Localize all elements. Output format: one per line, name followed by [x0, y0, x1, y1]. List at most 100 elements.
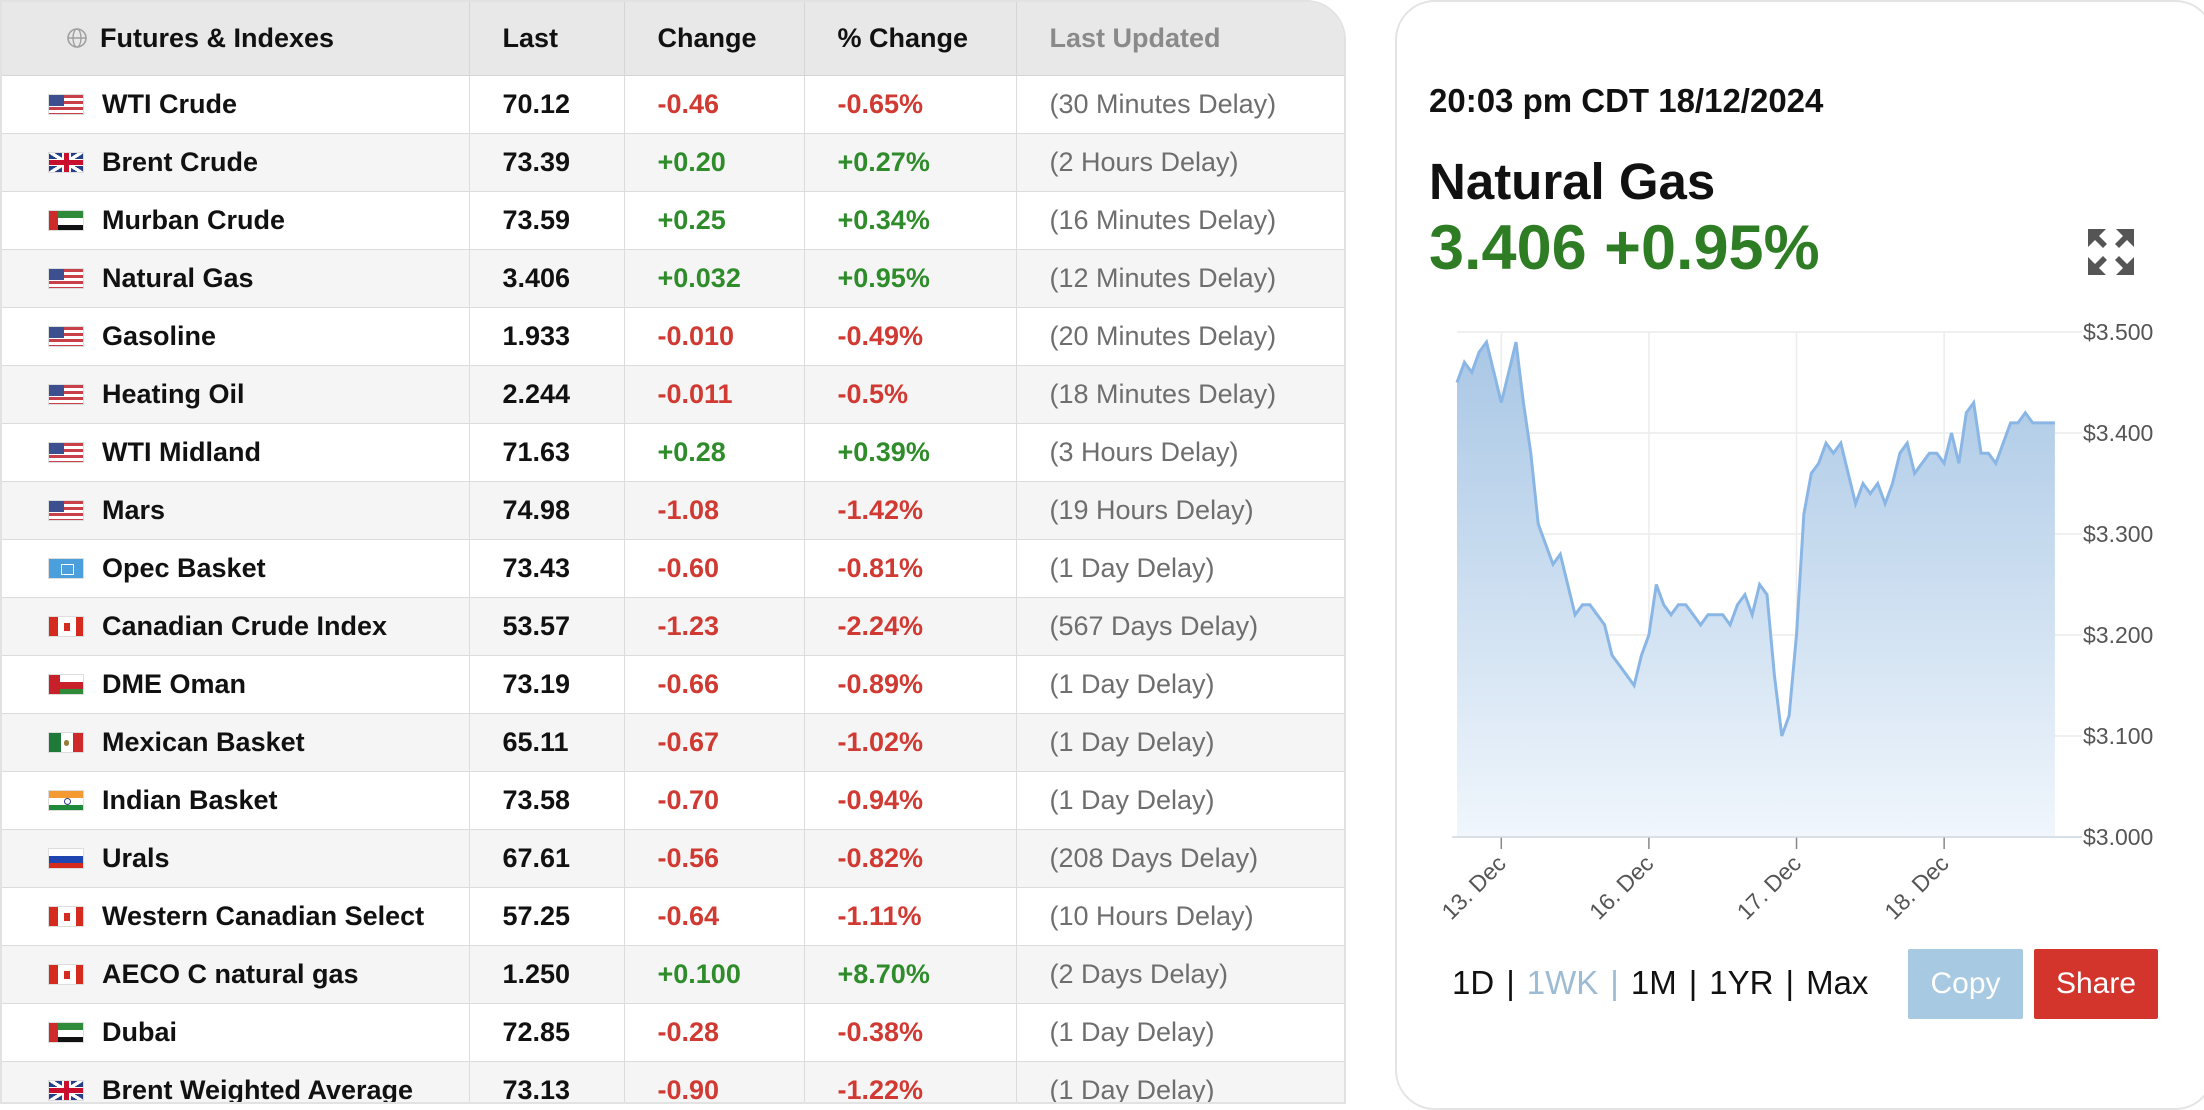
last-price: 1.933 [469, 307, 625, 366]
instrument-name[interactable]: Mexican Basket [102, 726, 305, 757]
table-row[interactable]: Heating Oil 2.244 -0.011 -0.5% (18 Minutes D… [2, 365, 1344, 424]
change-value: +0.28 [624, 423, 805, 482]
share-button[interactable]: Share [2034, 949, 2158, 1019]
last-updated-value: (18 Minutes Delay) [1016, 365, 1344, 424]
last-updated-value: (567 Days Delay) [1016, 597, 1344, 656]
last-updated-value: (16 Minutes Delay) [1016, 191, 1344, 250]
range-1yr[interactable]: 1YR [1709, 964, 1774, 1001]
copy-button[interactable]: Copy [1908, 949, 2023, 1019]
change-value: -0.60 [624, 539, 805, 598]
table-row[interactable]: Natural Gas 3.406 +0.032 +0.95% (12 Minutes … [2, 249, 1344, 308]
instrument-name[interactable]: Opec Basket [102, 552, 266, 583]
last-price: 2.244 [469, 365, 625, 424]
y-tick-label: $3.500 [2083, 319, 2153, 345]
instrument-name[interactable]: DME Oman [102, 668, 247, 699]
range-1d[interactable]: 1D [1452, 964, 1495, 1001]
table-row[interactable]: DME Oman 73.19 -0.66 -0.89% (1 Day Delay) [2, 655, 1344, 714]
pct-change-value: -0.94% [804, 771, 1017, 830]
last-price: 74.98 [469, 481, 625, 540]
range-separator: | [1688, 964, 1698, 1001]
instrument-name[interactable]: Murban Crude [102, 204, 286, 235]
change-value: -0.67 [624, 713, 805, 772]
instrument-name[interactable]: Brent Crude [102, 146, 259, 177]
header-futures-label: Futures & Indexes [100, 22, 335, 53]
table-row[interactable]: Brent Crude 73.39 +0.20 +0.27% (2 Hours Dela… [2, 133, 1344, 192]
instrument-name[interactable]: Canadian Crude Index [102, 610, 388, 641]
header-futures[interactable]: Futures & Indexes [2, 2, 470, 76]
table-row[interactable]: Mars 74.98 -1.08 -1.42% (19 Hours Delay) [2, 481, 1344, 540]
expand-icon[interactable] [2086, 227, 2136, 277]
instrument-name[interactable]: AECO C natural gas [102, 958, 359, 989]
pct-change-value: +0.95% [804, 249, 1017, 308]
y-tick-label: $3.000 [2083, 824, 2153, 850]
name-cell: Dubai [2, 1003, 470, 1062]
y-tick-label: $3.300 [2083, 521, 2153, 547]
pct-change-value: -0.49% [804, 307, 1017, 366]
instrument-name[interactable]: Natural Gas [102, 262, 254, 293]
flag-icon [48, 673, 84, 695]
last-updated-value: (10 Hours Delay) [1016, 887, 1344, 946]
instrument-name[interactable]: Western Canadian Select [102, 900, 425, 931]
header-change[interactable]: Change [624, 2, 805, 76]
instrument-name[interactable]: Indian Basket [102, 784, 278, 815]
pct-change-value: -0.81% [804, 539, 1017, 598]
last-price: 73.39 [469, 133, 625, 192]
table-row[interactable]: Opec Basket 73.43 -0.60 -0.81% (1 Day Delay) [2, 539, 1344, 598]
range-separator: | [1785, 964, 1795, 1001]
pct-change-value: -1.11% [804, 887, 1017, 946]
name-cell: Urals [2, 829, 470, 888]
range-max[interactable]: Max [1806, 964, 1869, 1001]
header-pct-change[interactable]: % Change [804, 2, 1017, 76]
header-last[interactable]: Last [469, 2, 625, 76]
table-row[interactable]: Western Canadian Select 57.25 -0.64 -1.11%(… [2, 887, 1344, 946]
quote-datetime: 20:03 pm CDT 18/12/2024 [1429, 82, 1824, 119]
instrument-name[interactable]: WTI Crude [102, 88, 237, 119]
instrument-title: Natural Gas [1429, 153, 1716, 210]
table-row[interactable]: Brent Weighted Average 73.13 -0.90 -1.22% (1… [2, 1061, 1344, 1104]
instrument-name[interactable]: Heating Oil [102, 378, 245, 409]
price-chart[interactable]: $3.500 $3.400 $3.300 $3.200 $3.100 $3.000 13.… [1397, 302, 2204, 942]
name-cell: DME Oman [2, 655, 470, 714]
instrument-name[interactable]: Urals [102, 842, 170, 873]
change-value: -0.66 [624, 655, 805, 714]
y-tick-label: $3.100 [2083, 723, 2153, 749]
flag-icon [48, 963, 84, 985]
change-value: -1.08 [624, 481, 805, 540]
flag-icon [48, 383, 84, 405]
range-1wk[interactable]: 1WK [1526, 964, 1599, 1001]
last-updated-value: (208 Days Delay) [1016, 829, 1344, 888]
instrument-name[interactable]: WTI Midland [102, 436, 261, 467]
instrument-name[interactable]: Gasoline [102, 320, 217, 351]
name-cell: Natural Gas [2, 249, 470, 308]
header-last-updated[interactable]: Last Updated [1016, 2, 1344, 76]
change-value: -0.010 [624, 307, 805, 366]
last-updated-value: (1 Day Delay) [1016, 771, 1344, 830]
y-tick-label: $3.400 [2083, 420, 2153, 446]
flag-icon [48, 847, 84, 869]
table-row[interactable]: Mexican Basket 65.11 -0.67 -1.02% (1 Day Del… [2, 713, 1344, 772]
last-updated-value: (1 Day Delay) [1016, 655, 1344, 714]
flag-icon [48, 1079, 84, 1101]
name-cell: Brent Crude [2, 133, 470, 192]
flag-icon [48, 1021, 84, 1043]
table-row[interactable]: AECO C natural gas 1.250 +0.100 +8.70% (2 Da… [2, 945, 1344, 1004]
table-row[interactable]: Murban Crude 73.59 +0.25 +0.34% (16 Minutes … [2, 191, 1344, 250]
range-1m[interactable]: 1M [1630, 964, 1677, 1001]
name-cell: WTI Crude [2, 75, 470, 134]
pct-change-value: -0.38% [804, 1003, 1017, 1062]
table-row[interactable]: WTI Midland 71.63 +0.28 +0.39% (3 Hours Dela… [2, 423, 1344, 482]
table-row[interactable]: Dubai 72.85 -0.28 -0.38% (1 Day Delay) [2, 1003, 1344, 1062]
table-row[interactable]: Gasoline 1.933 -0.010 -0.49% (20 Minutes Del… [2, 307, 1344, 366]
name-cell: WTI Midland [2, 423, 470, 482]
table-row[interactable]: Canadian Crude Index 53.57 -1.23 -2.24% (567… [2, 597, 1344, 656]
instrument-name[interactable]: Mars [102, 494, 166, 525]
last-price: 65.11 [469, 713, 625, 772]
instrument-name[interactable]: Dubai [102, 1016, 178, 1047]
flag-icon [48, 267, 84, 289]
table-row[interactable]: WTI Crude 70.12 -0.46 -0.65% (30 Minutes Del… [2, 75, 1344, 134]
table-row[interactable]: Urals 67.61 -0.56 -0.82% (208 Days Delay) [2, 829, 1344, 888]
instrument-name[interactable]: Brent Weighted Average [102, 1074, 414, 1104]
table-row[interactable]: Indian Basket 73.58 -0.70 -0.94% (1 Day Dela… [2, 771, 1344, 830]
y-tick-label: $3.200 [2083, 622, 2153, 648]
last-updated-value: (1 Day Delay) [1016, 1061, 1344, 1102]
